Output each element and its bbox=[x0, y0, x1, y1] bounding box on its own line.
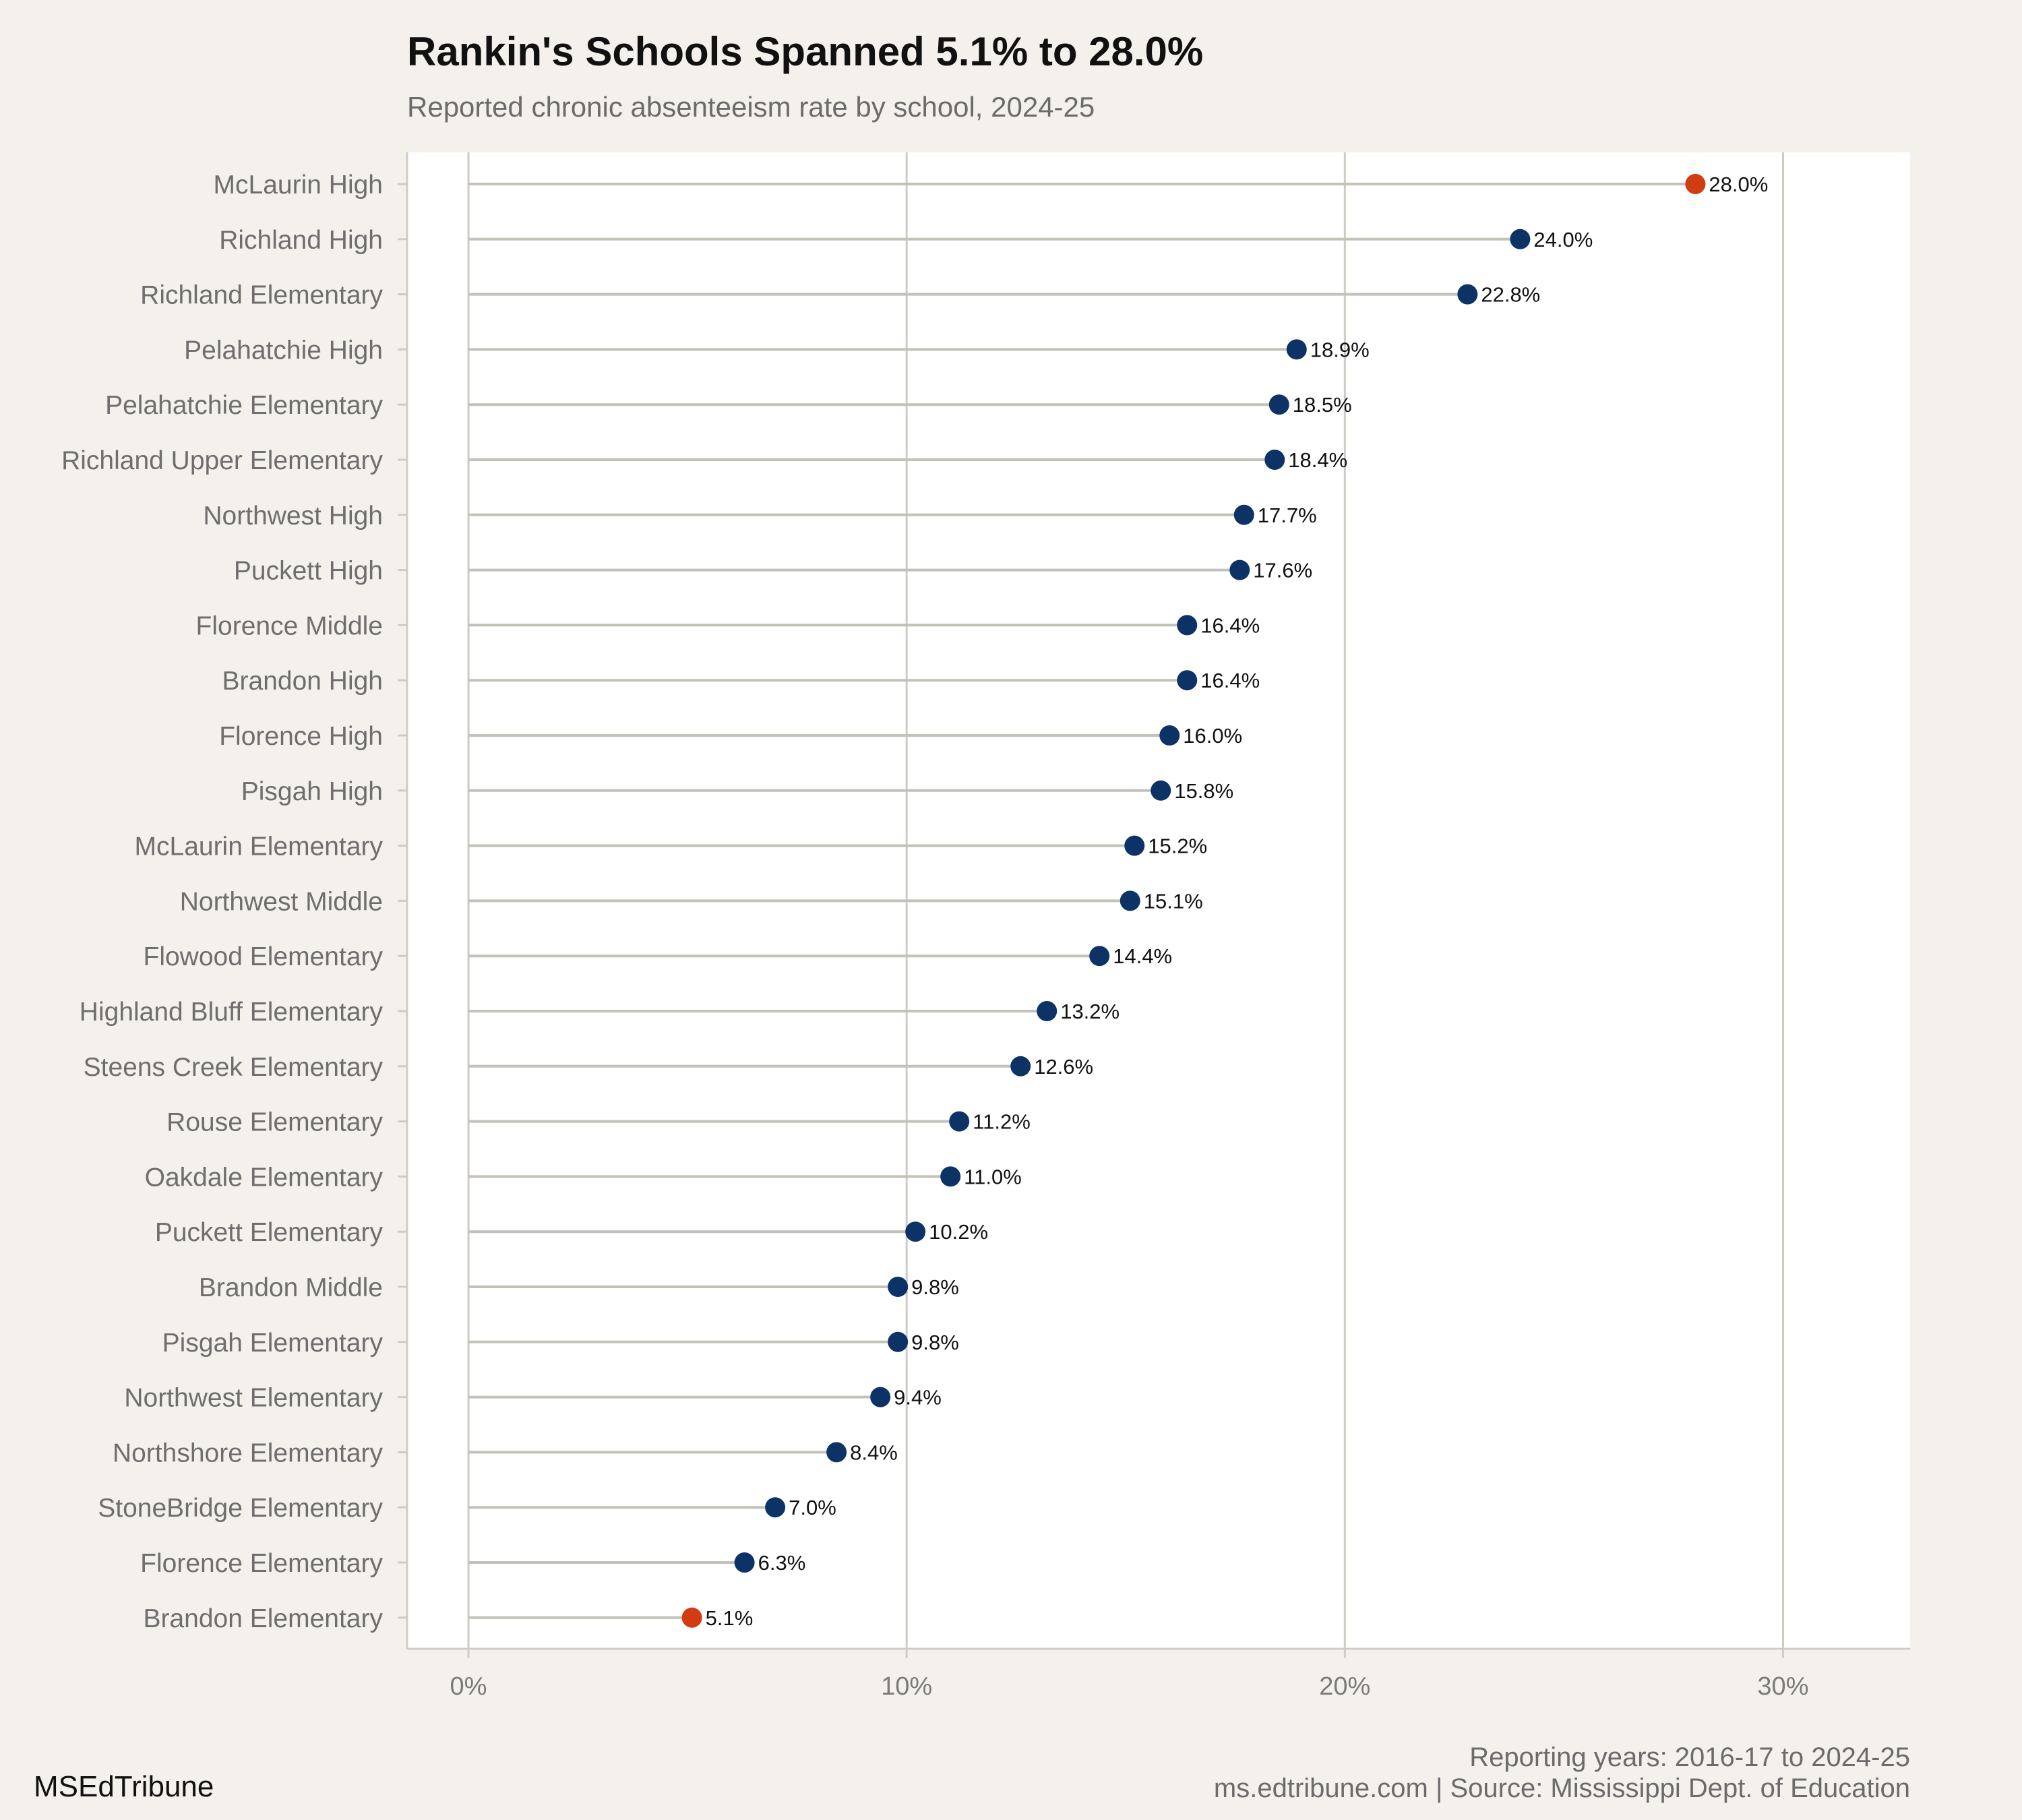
value-label: 12.6% bbox=[1034, 1055, 1093, 1079]
data-point bbox=[1685, 174, 1706, 194]
value-label: 9.8% bbox=[911, 1331, 959, 1354]
value-label: 6.3% bbox=[758, 1551, 806, 1575]
value-label: 16.0% bbox=[1183, 724, 1242, 748]
category-label: Brandon Middle bbox=[199, 1273, 383, 1302]
data-point bbox=[1457, 284, 1478, 305]
axes: 0% 10% 20% 30% bbox=[398, 152, 1910, 1701]
data-point bbox=[826, 1442, 847, 1463]
category-label: Pisgah Elementary bbox=[162, 1329, 384, 1358]
category-label: Puckett Elementary bbox=[155, 1218, 384, 1247]
value-label: 7.0% bbox=[789, 1496, 836, 1519]
brand-logo-text: MSEdTribune bbox=[34, 1770, 214, 1803]
value-label: 13.2% bbox=[1060, 1000, 1120, 1023]
data-point bbox=[888, 1331, 909, 1352]
data-point bbox=[1010, 1056, 1031, 1076]
category-label: Richland Upper Elementary bbox=[61, 446, 383, 475]
value-label: 16.4% bbox=[1200, 613, 1260, 637]
category-label: Flowood Elementary bbox=[144, 942, 384, 971]
category-label: Florence High bbox=[219, 722, 383, 751]
value-label: 18.9% bbox=[1310, 338, 1370, 361]
category-label: Northwest Elementary bbox=[124, 1384, 383, 1413]
data-point bbox=[1264, 450, 1285, 470]
data-point bbox=[905, 1221, 926, 1242]
data-point bbox=[1510, 229, 1531, 249]
value-label: 5.1% bbox=[706, 1606, 754, 1630]
data-point bbox=[734, 1552, 755, 1573]
value-label: 11.2% bbox=[973, 1110, 1031, 1134]
points bbox=[681, 174, 1706, 1628]
labels: McLaurin High 28.0% Richland High 24.0% Rich… bbox=[61, 171, 1768, 1633]
data-point bbox=[1233, 504, 1254, 525]
data-point bbox=[1177, 615, 1198, 636]
data-point bbox=[1124, 835, 1145, 856]
data-point bbox=[1037, 1001, 1058, 1021]
value-label: 17.6% bbox=[1253, 559, 1312, 582]
data-point bbox=[1120, 890, 1140, 911]
category-label: Florence Elementary bbox=[140, 1549, 383, 1578]
category-label: Northwest High bbox=[203, 502, 383, 530]
category-label: Florence Middle bbox=[196, 611, 383, 640]
category-label: Oakdale Elementary bbox=[145, 1163, 384, 1192]
category-label: Richland High bbox=[219, 226, 383, 255]
category-label: Highland Bluff Elementary bbox=[80, 998, 384, 1027]
value-label: 14.4% bbox=[1113, 944, 1172, 968]
stems bbox=[468, 183, 1696, 1619]
value-label: 18.5% bbox=[1293, 393, 1352, 417]
data-point bbox=[765, 1497, 786, 1518]
category-label: Richland Elementary bbox=[140, 281, 383, 310]
category-label: Pelahatchie Elementary bbox=[105, 391, 383, 420]
value-label: 22.8% bbox=[1481, 283, 1540, 307]
value-label: 9.8% bbox=[911, 1275, 959, 1299]
x-tick-label: 10% bbox=[881, 1672, 932, 1701]
category-label: Pisgah High bbox=[241, 777, 383, 806]
category-label: Northwest Middle bbox=[180, 887, 383, 916]
footer-reporting-years: Reporting years: 2016-17 to 2024-25 bbox=[1469, 1742, 1910, 1772]
category-label: McLaurin High bbox=[214, 171, 383, 200]
category-label: Steens Creek Elementary bbox=[84, 1053, 384, 1082]
value-label: 15.2% bbox=[1148, 835, 1207, 858]
data-point bbox=[949, 1111, 970, 1132]
data-point bbox=[1286, 339, 1307, 360]
data-point bbox=[940, 1166, 961, 1187]
category-label: Puckett High bbox=[234, 557, 383, 586]
data-point bbox=[1089, 946, 1110, 967]
chart-title: Rankin's Schools Spanned 5.1% to 28.0% bbox=[407, 29, 1204, 74]
gridlines bbox=[467, 152, 1784, 1649]
value-label: 17.7% bbox=[1258, 504, 1317, 527]
data-point bbox=[681, 1607, 702, 1628]
value-label: 18.4% bbox=[1288, 448, 1347, 472]
x-tick-label: 30% bbox=[1757, 1672, 1808, 1701]
value-label: 15.1% bbox=[1144, 889, 1203, 913]
category-label: Rouse Elementary bbox=[166, 1108, 383, 1137]
data-point bbox=[1229, 559, 1250, 580]
data-point bbox=[1268, 394, 1289, 415]
category-label: Brandon High bbox=[222, 667, 384, 696]
data-point bbox=[1159, 725, 1180, 746]
category-label: McLaurin Elementary bbox=[135, 832, 384, 861]
category-label: StoneBridge Elementary bbox=[98, 1494, 383, 1523]
x-tick-label: 20% bbox=[1319, 1672, 1370, 1701]
chart-subtitle: Reported chronic absenteeism rate by sch… bbox=[407, 91, 1095, 123]
value-label: 28.0% bbox=[1709, 173, 1768, 196]
value-label: 16.4% bbox=[1200, 669, 1260, 692]
value-label: 15.8% bbox=[1174, 779, 1233, 803]
x-tick-label: 0% bbox=[450, 1672, 487, 1701]
data-point bbox=[870, 1387, 891, 1407]
value-label: 11.0% bbox=[964, 1165, 1022, 1188]
data-point bbox=[1177, 670, 1198, 691]
value-label: 9.4% bbox=[894, 1386, 942, 1409]
footer-source: ms.edtribune.com | Source: Mississippi D… bbox=[1213, 1773, 1910, 1803]
value-label: 10.2% bbox=[929, 1220, 988, 1244]
value-label: 24.0% bbox=[1533, 228, 1593, 251]
category-label: Pelahatchie High bbox=[184, 336, 383, 365]
value-label: 8.4% bbox=[850, 1440, 898, 1464]
category-label: Northshore Elementary bbox=[113, 1438, 384, 1467]
data-point bbox=[1151, 780, 1171, 801]
data-point bbox=[888, 1277, 909, 1297]
category-label: Brandon Elementary bbox=[143, 1604, 383, 1633]
